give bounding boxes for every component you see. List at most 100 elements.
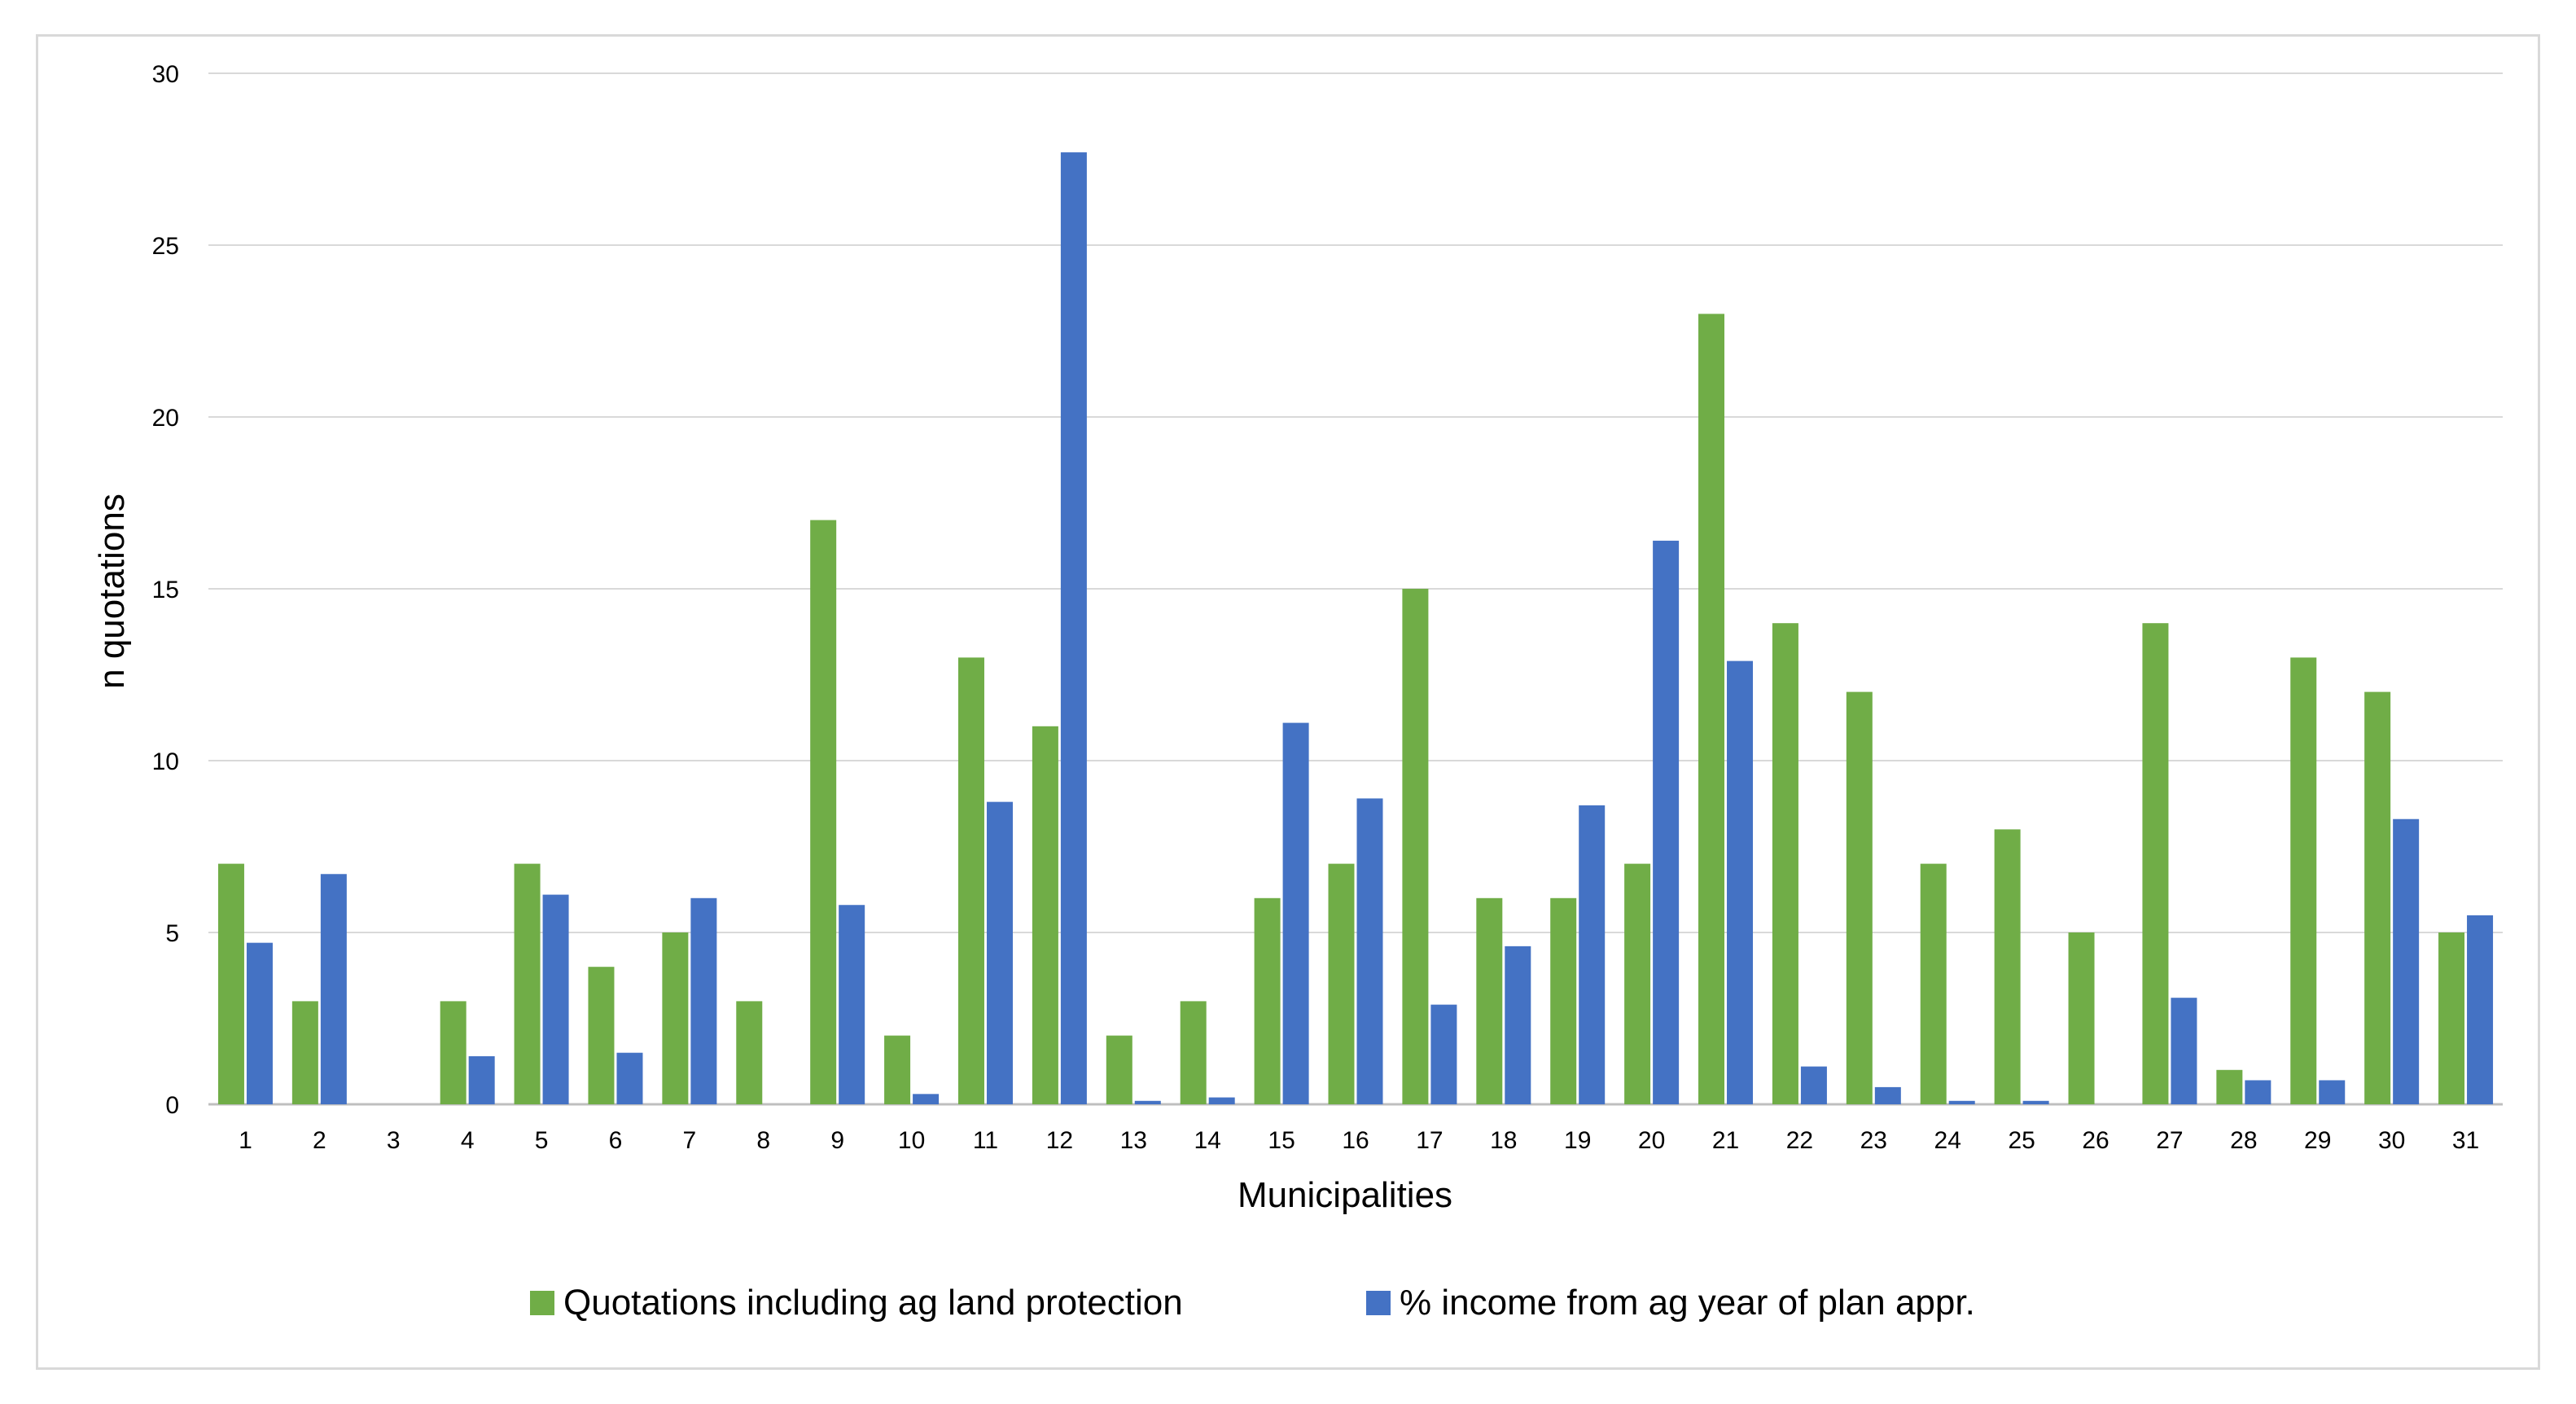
bar-ag-land-protection-22 bbox=[1772, 623, 1798, 1104]
bars bbox=[217, 152, 2494, 1104]
x-tick-label-28: 28 bbox=[2230, 1127, 2257, 1154]
bar-income-from-ag-31 bbox=[2467, 915, 2494, 1104]
legend-label-income-from-ag: % income from ag year of plan appr. bbox=[1400, 1283, 1975, 1323]
bar-ag-land-protection-21 bbox=[1698, 314, 1725, 1104]
bar-income-from-ag-29 bbox=[2319, 1080, 2346, 1104]
chart-frame bbox=[36, 34, 2540, 1370]
bar-income-from-ag-27 bbox=[2171, 998, 2197, 1104]
legend-swatch-income-from-ag bbox=[1366, 1291, 1391, 1315]
x-tick-label-26: 26 bbox=[2082, 1127, 2109, 1154]
x-tick-label-30: 30 bbox=[2378, 1127, 2405, 1154]
x-tick-label-1: 1 bbox=[239, 1127, 252, 1154]
bar-ag-land-protection-20 bbox=[1624, 863, 1651, 1104]
x-tick-label-17: 17 bbox=[1416, 1127, 1443, 1154]
bar-ag-land-protection-26 bbox=[2068, 932, 2095, 1104]
x-tick-label-7: 7 bbox=[683, 1127, 697, 1154]
bar-income-from-ag-14 bbox=[1208, 1097, 1235, 1104]
bar-ag-land-protection-7 bbox=[662, 932, 689, 1104]
bar-ag-land-protection-24 bbox=[1920, 863, 1947, 1104]
bar-ag-land-protection-31 bbox=[2438, 932, 2465, 1104]
bar-ag-land-protection-19 bbox=[1550, 897, 1577, 1104]
bar-income-from-ag-7 bbox=[690, 897, 717, 1104]
bar-ag-land-protection-29 bbox=[2290, 657, 2317, 1104]
bar-income-from-ag-10 bbox=[913, 1094, 940, 1104]
y-tick-label-0: 0 bbox=[165, 1092, 179, 1119]
x-tick-label-3: 3 bbox=[387, 1127, 401, 1154]
bar-income-from-ag-19 bbox=[1579, 805, 1606, 1104]
bar-income-from-ag-23 bbox=[1874, 1086, 1901, 1104]
x-tick-label-4: 4 bbox=[461, 1127, 475, 1154]
x-tick-label-22: 22 bbox=[1786, 1127, 1813, 1154]
bar-ag-land-protection-8 bbox=[736, 1001, 763, 1104]
bar-income-from-ag-18 bbox=[1505, 946, 1531, 1104]
bar-income-from-ag-28 bbox=[2245, 1080, 2272, 1104]
y-axis-ticks: 0 5 10 15 20 25 30 bbox=[152, 61, 179, 1119]
y-axis-title: n quotations bbox=[92, 494, 132, 689]
bar-income-from-ag-24 bbox=[1948, 1100, 1975, 1104]
x-tick-label-20: 20 bbox=[1638, 1127, 1665, 1154]
legend: Quotations including ag land protection … bbox=[530, 1283, 1975, 1323]
x-tick-label-12: 12 bbox=[1046, 1127, 1073, 1154]
bar-income-from-ag-4 bbox=[468, 1055, 495, 1104]
x-tick-label-18: 18 bbox=[1490, 1127, 1517, 1154]
bar-income-from-ag-6 bbox=[616, 1052, 643, 1104]
x-tick-label-23: 23 bbox=[1860, 1127, 1887, 1154]
x-axis-ticks: 1 2 3 4 5 6 7 8 9 10 11 12 13 14 15 16 17 18 19 20 21 22 23 24 2… bbox=[239, 1127, 2479, 1154]
x-tick-label-16: 16 bbox=[1342, 1127, 1369, 1154]
bar-ag-land-protection-4 bbox=[440, 1001, 467, 1104]
bar-ag-land-protection-1 bbox=[217, 863, 244, 1104]
bar-income-from-ag-1 bbox=[246, 942, 273, 1104]
bar-income-from-ag-5 bbox=[542, 894, 569, 1104]
bar-ag-land-protection-14 bbox=[1180, 1001, 1207, 1104]
bar-ag-land-protection-25 bbox=[1994, 829, 2021, 1104]
bar-ag-land-protection-6 bbox=[588, 967, 615, 1104]
x-tick-label-9: 9 bbox=[830, 1127, 844, 1154]
y-tick-label-25: 25 bbox=[152, 233, 179, 260]
bar-ag-land-protection-23 bbox=[1846, 691, 1873, 1104]
bar-income-from-ag-12 bbox=[1060, 152, 1087, 1104]
x-tick-label-2: 2 bbox=[313, 1127, 326, 1154]
bar-ag-land-protection-5 bbox=[514, 863, 541, 1104]
x-axis-title: Municipalities bbox=[1238, 1175, 1452, 1215]
y-tick-label-5: 5 bbox=[165, 920, 179, 947]
y-tick-label-15: 15 bbox=[152, 577, 179, 603]
x-tick-label-19: 19 bbox=[1564, 1127, 1591, 1154]
bar-income-from-ag-16 bbox=[1356, 798, 1383, 1104]
bar-ag-land-protection-12 bbox=[1032, 726, 1058, 1104]
x-tick-label-10: 10 bbox=[898, 1127, 925, 1154]
bar-ag-land-protection-9 bbox=[810, 520, 837, 1104]
legend-swatch-ag-land-protection bbox=[530, 1291, 554, 1315]
bar-income-from-ag-2 bbox=[320, 874, 347, 1104]
bar-income-from-ag-21 bbox=[1727, 660, 1754, 1104]
x-tick-label-6: 6 bbox=[609, 1127, 623, 1154]
bar-ag-land-protection-28 bbox=[2216, 1069, 2243, 1104]
x-tick-label-25: 25 bbox=[2008, 1127, 2035, 1154]
x-tick-label-21: 21 bbox=[1712, 1127, 1739, 1154]
y-tick-label-30: 30 bbox=[152, 61, 179, 88]
x-tick-label-13: 13 bbox=[1120, 1127, 1147, 1154]
x-tick-label-27: 27 bbox=[2156, 1127, 2183, 1154]
bar-ag-land-protection-13 bbox=[1106, 1035, 1132, 1104]
bar-ag-land-protection-11 bbox=[957, 657, 984, 1104]
y-tick-label-20: 20 bbox=[152, 405, 179, 432]
bar-ag-land-protection-30 bbox=[2364, 691, 2391, 1104]
bar-ag-land-protection-27 bbox=[2142, 623, 2169, 1104]
bar-ag-land-protection-10 bbox=[884, 1035, 911, 1104]
x-tick-label-15: 15 bbox=[1268, 1127, 1295, 1154]
bar-ag-land-protection-2 bbox=[291, 1001, 318, 1104]
bar-income-from-ag-17 bbox=[1430, 1004, 1457, 1104]
bar-income-from-ag-11 bbox=[986, 801, 1013, 1104]
x-tick-label-14: 14 bbox=[1194, 1127, 1221, 1154]
x-tick-label-29: 29 bbox=[2304, 1127, 2331, 1154]
bar-ag-land-protection-17 bbox=[1402, 589, 1429, 1104]
bar-income-from-ag-15 bbox=[1282, 722, 1309, 1104]
bar-ag-land-protection-16 bbox=[1328, 863, 1355, 1104]
legend-label-ag-land-protection: Quotations including ag land protection bbox=[563, 1283, 1183, 1323]
bar-income-from-ag-30 bbox=[2393, 818, 2420, 1104]
bar-ag-land-protection-18 bbox=[1476, 897, 1503, 1104]
bar-income-from-ag-13 bbox=[1134, 1100, 1161, 1104]
bar-income-from-ag-20 bbox=[1653, 540, 1680, 1104]
x-tick-label-24: 24 bbox=[1934, 1127, 1961, 1154]
x-tick-label-11: 11 bbox=[973, 1127, 998, 1154]
